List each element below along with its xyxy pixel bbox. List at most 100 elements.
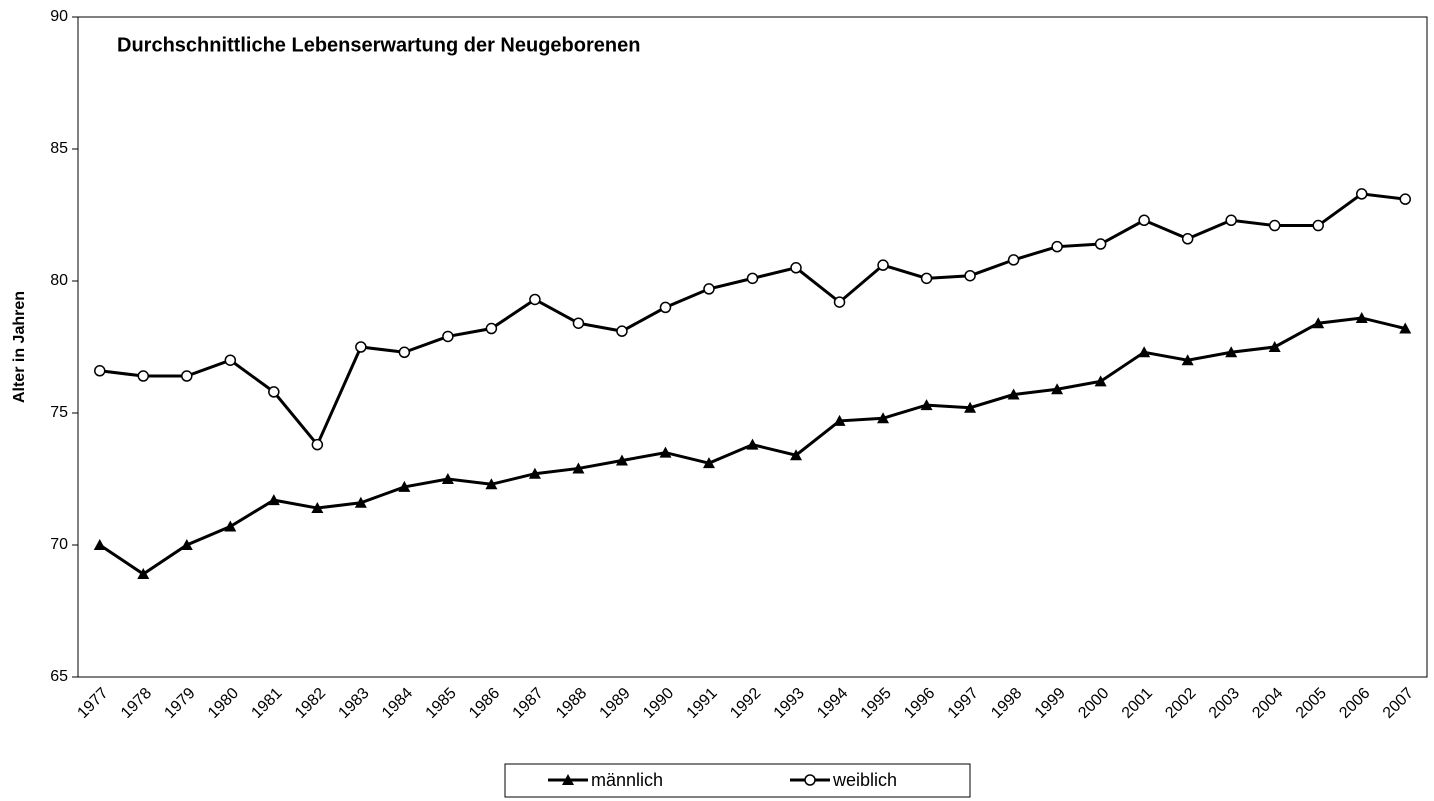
marker	[1225, 346, 1238, 358]
marker	[615, 454, 628, 466]
x-tick-label: 1977	[74, 685, 111, 722]
marker	[224, 520, 237, 532]
x-tick-label: 1995	[858, 685, 895, 722]
marker	[1138, 214, 1150, 227]
marker	[659, 446, 672, 458]
marker	[355, 341, 367, 353]
marker	[746, 272, 759, 285]
marker	[268, 386, 280, 398]
marker	[1312, 219, 1324, 232]
marker	[1355, 311, 1368, 323]
x-tick-label: 2005	[1293, 685, 1330, 722]
marker	[1268, 219, 1281, 232]
marker	[1312, 317, 1325, 329]
x-tick-label: 1983	[335, 685, 372, 722]
marker	[354, 496, 367, 508]
marker	[1138, 346, 1151, 358]
marker	[1181, 354, 1194, 366]
x-tick-label: 1997	[945, 685, 982, 722]
marker	[790, 262, 802, 274]
marker	[1007, 254, 1020, 266]
marker	[833, 296, 846, 308]
x-tick-label: 1999	[1032, 685, 1069, 722]
x-tick-label: 1987	[510, 685, 547, 722]
y-tick-label: 70	[50, 536, 68, 553]
x-tick-label: 1994	[814, 685, 851, 722]
marker	[877, 259, 889, 271]
marker	[1051, 240, 1063, 253]
marker	[1181, 233, 1194, 245]
marker	[703, 283, 715, 295]
x-tick-label: 1978	[118, 685, 155, 722]
marker	[181, 370, 193, 382]
marker	[442, 330, 454, 343]
x-tick-label: 1996	[901, 685, 938, 722]
marker	[1225, 214, 1237, 227]
y-tick-label: 90	[50, 8, 68, 25]
x-tick-label: 2000	[1075, 685, 1112, 722]
marker	[746, 438, 759, 450]
marker	[398, 480, 411, 492]
marker	[1399, 322, 1412, 334]
marker	[877, 412, 890, 424]
legend-label: weiblich	[832, 770, 897, 790]
x-tick-label: 1991	[684, 685, 721, 722]
x-tick-label: 2006	[1336, 685, 1373, 722]
x-tick-label: 1988	[553, 685, 590, 722]
marker	[485, 478, 498, 490]
y-tick-label: 80	[50, 272, 68, 289]
plot-frame	[77, 16, 1428, 678]
x-tick-label: 2001	[1119, 685, 1156, 722]
y-tick-label: 85	[50, 140, 68, 157]
x-tick-label: 1980	[205, 685, 242, 722]
marker	[311, 438, 324, 451]
x-tick-label: 1992	[727, 685, 764, 722]
marker	[920, 399, 933, 411]
marker	[659, 301, 672, 314]
marker	[1355, 188, 1368, 200]
marker	[702, 457, 715, 469]
x-tick-label: 1979	[161, 685, 198, 722]
legend-marker	[562, 774, 574, 785]
x-tick-label: 1985	[423, 685, 460, 722]
x-tick-label: 2002	[1162, 685, 1199, 722]
marker	[528, 467, 541, 479]
marker	[311, 502, 324, 514]
marker	[485, 322, 498, 335]
x-tick-label: 1982	[292, 685, 329, 722]
marker	[964, 401, 977, 413]
marker	[180, 539, 193, 550]
x-tick-label: 2003	[1206, 685, 1243, 722]
x-tick-label: 1984	[379, 685, 416, 722]
marker	[441, 473, 454, 484]
marker	[790, 449, 803, 461]
marker	[94, 365, 106, 377]
marker	[1399, 193, 1411, 205]
x-tick-label: 1981	[248, 685, 285, 722]
marker	[920, 272, 933, 285]
x-tick-label: 1989	[597, 685, 634, 722]
marker	[137, 568, 150, 580]
legend-marker	[804, 774, 816, 786]
x-tick-label: 1990	[640, 685, 677, 722]
x-tick-label: 1993	[771, 685, 808, 722]
x-tick-label: 2004	[1249, 685, 1286, 722]
y-tick-label: 75	[50, 404, 68, 421]
x-tick-label: 1998	[988, 685, 1025, 722]
marker	[224, 354, 237, 366]
x-tick-label: 1986	[466, 685, 503, 722]
y-axis-label: Alter in Jahren	[11, 291, 28, 403]
chart-title: Durchschnittliche Lebenserwartung der Ne…	[117, 34, 640, 56]
marker	[572, 462, 585, 474]
marker	[616, 325, 628, 337]
marker	[572, 317, 585, 329]
legend-label: männlich	[591, 770, 663, 790]
series-line	[99, 192, 1406, 448]
marker	[398, 346, 411, 359]
marker	[1051, 383, 1064, 395]
x-tick-label: 2007	[1380, 685, 1417, 722]
marker	[833, 414, 846, 426]
marker	[1094, 238, 1107, 250]
marker	[529, 293, 541, 306]
